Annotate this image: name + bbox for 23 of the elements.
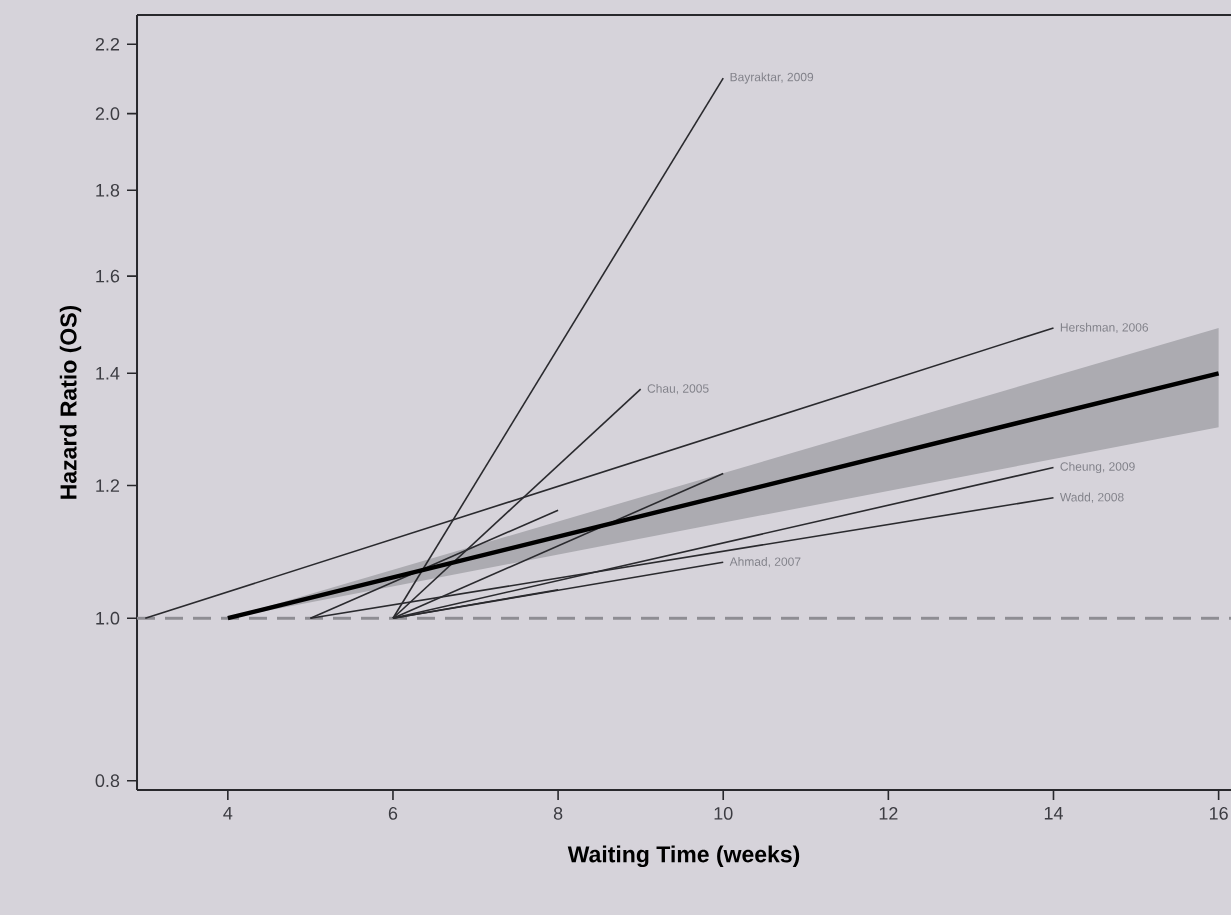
x-axis-title: Waiting Time (weeks) <box>567 845 800 868</box>
y-tick-label: 2.2 <box>95 37 120 51</box>
series-label: Cheung, 2009 <box>1060 461 1135 474</box>
series-label: Ahmad, 2007 <box>729 557 801 568</box>
x-tick-label: 6 <box>388 807 398 820</box>
series-label: Chau, 2005 <box>647 383 709 395</box>
x-tick-label: 4 <box>223 807 233 820</box>
y-tick-label: 2.0 <box>95 107 120 121</box>
x-tick-label: 12 <box>879 807 898 820</box>
y-tick-label: 1.8 <box>96 183 120 197</box>
series-label: Wadd, 2008 <box>1059 492 1124 503</box>
x-tick-label: 16 <box>1209 807 1228 820</box>
y-tick-label: 1.4 <box>96 367 120 380</box>
y-tick-label: 1.2 <box>96 479 120 492</box>
x-tick-label: 10 <box>714 807 733 820</box>
x-tick-label: 8 <box>553 807 563 820</box>
y-axis-title: Hazard Ratio (OS) <box>59 305 82 499</box>
y-tick-label: 0.8 <box>95 774 120 788</box>
y-tick-label: 1.6 <box>96 269 120 283</box>
y-tick-label: 1.0 <box>96 611 120 625</box>
x-tick-label: 14 <box>1044 807 1063 820</box>
series-label: Bayraktar, 2009 <box>730 72 814 84</box>
series-label: Hershman, 2006 <box>1060 322 1149 334</box>
